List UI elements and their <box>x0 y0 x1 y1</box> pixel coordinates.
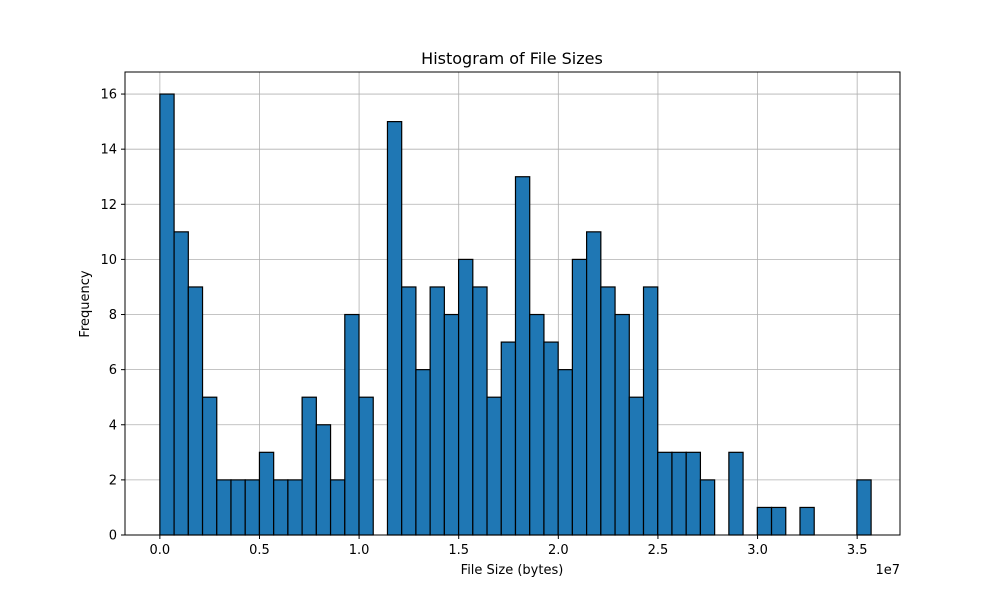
histogram-bar <box>628 396 645 536</box>
x-tick-label: 3.0 <box>747 543 768 558</box>
y-tick-label: 14 <box>100 143 117 158</box>
y-tick-label: 6 <box>109 363 117 378</box>
x-tick-label: 0.5 <box>249 543 270 558</box>
histogram-bar <box>159 93 175 536</box>
histogram-bar <box>287 479 303 536</box>
x-tick-label: 3.5 <box>847 543 868 558</box>
x-axis-label: File Size (bytes) <box>461 563 564 578</box>
x-tick-label: 1.5 <box>448 543 469 558</box>
histogram-bar <box>329 479 346 536</box>
y-tick-label: 12 <box>100 198 117 213</box>
histogram-bar <box>728 451 744 536</box>
histogram-bar <box>486 396 502 536</box>
histogram-bar <box>856 479 872 536</box>
y-axis-ticks: 0 2 4 6 8 10 12 14 16 <box>100 88 125 544</box>
histogram-bar <box>386 121 403 536</box>
x-axis-offset-label: 1e7 <box>875 563 900 578</box>
histogram-bar <box>244 479 261 536</box>
histogram-bar <box>543 341 559 536</box>
histogram-bar <box>770 506 787 536</box>
x-tick-label: 0.0 <box>150 543 171 558</box>
chart-title: Histogram of File Sizes <box>421 49 603 68</box>
histogram-bar <box>472 286 488 536</box>
histogram-bar <box>799 506 815 536</box>
histogram-bar <box>685 451 702 536</box>
histogram-bar <box>671 451 687 536</box>
histogram-bar <box>187 286 204 536</box>
x-tick-label: 2.5 <box>648 543 669 558</box>
y-axis-label: Frequency <box>78 270 93 337</box>
histogram-bar <box>301 396 317 536</box>
plot-frame <box>124 71 901 536</box>
histogram-bar <box>500 341 517 536</box>
histogram-bar <box>514 176 531 536</box>
histogram-bar <box>173 231 189 536</box>
histogram-bar <box>358 396 374 536</box>
histogram-bar <box>344 313 360 536</box>
histogram-bar <box>415 369 431 536</box>
histogram-bar <box>756 506 773 536</box>
histogram-bar <box>529 313 545 536</box>
y-tick-label: 16 <box>100 88 117 103</box>
histogram-bar <box>315 424 332 536</box>
histogram-bar <box>216 479 232 536</box>
histogram-bar <box>586 231 602 536</box>
x-tick-label: 2.0 <box>548 543 569 558</box>
histogram-bar <box>571 258 588 536</box>
histogram-bar <box>273 479 289 536</box>
histogram-bar <box>600 286 616 536</box>
histogram-bar <box>401 286 417 536</box>
x-tick-label: 1.0 <box>349 543 370 558</box>
x-axis-ticks: 0.0 0.5 1.0 1.5 2.0 2.5 3.0 3.5 <box>150 535 868 558</box>
histogram-bar <box>258 451 275 536</box>
histogram-bar <box>657 451 673 536</box>
histogram-bar <box>429 286 445 536</box>
y-tick-label: 0 <box>109 529 117 544</box>
histogram-bar <box>230 479 246 536</box>
histogram-bar <box>642 286 659 536</box>
histogram-bar <box>443 313 460 536</box>
y-tick-label: 4 <box>109 418 117 433</box>
y-tick-label: 8 <box>109 308 117 323</box>
histogram-bar <box>201 396 218 536</box>
histogram-bar <box>614 313 630 536</box>
histogram-bar <box>557 369 573 536</box>
y-tick-label: 2 <box>109 473 117 488</box>
histogram-bar <box>457 258 474 536</box>
y-tick-label: 10 <box>100 253 117 268</box>
histogram-bar <box>699 479 716 536</box>
